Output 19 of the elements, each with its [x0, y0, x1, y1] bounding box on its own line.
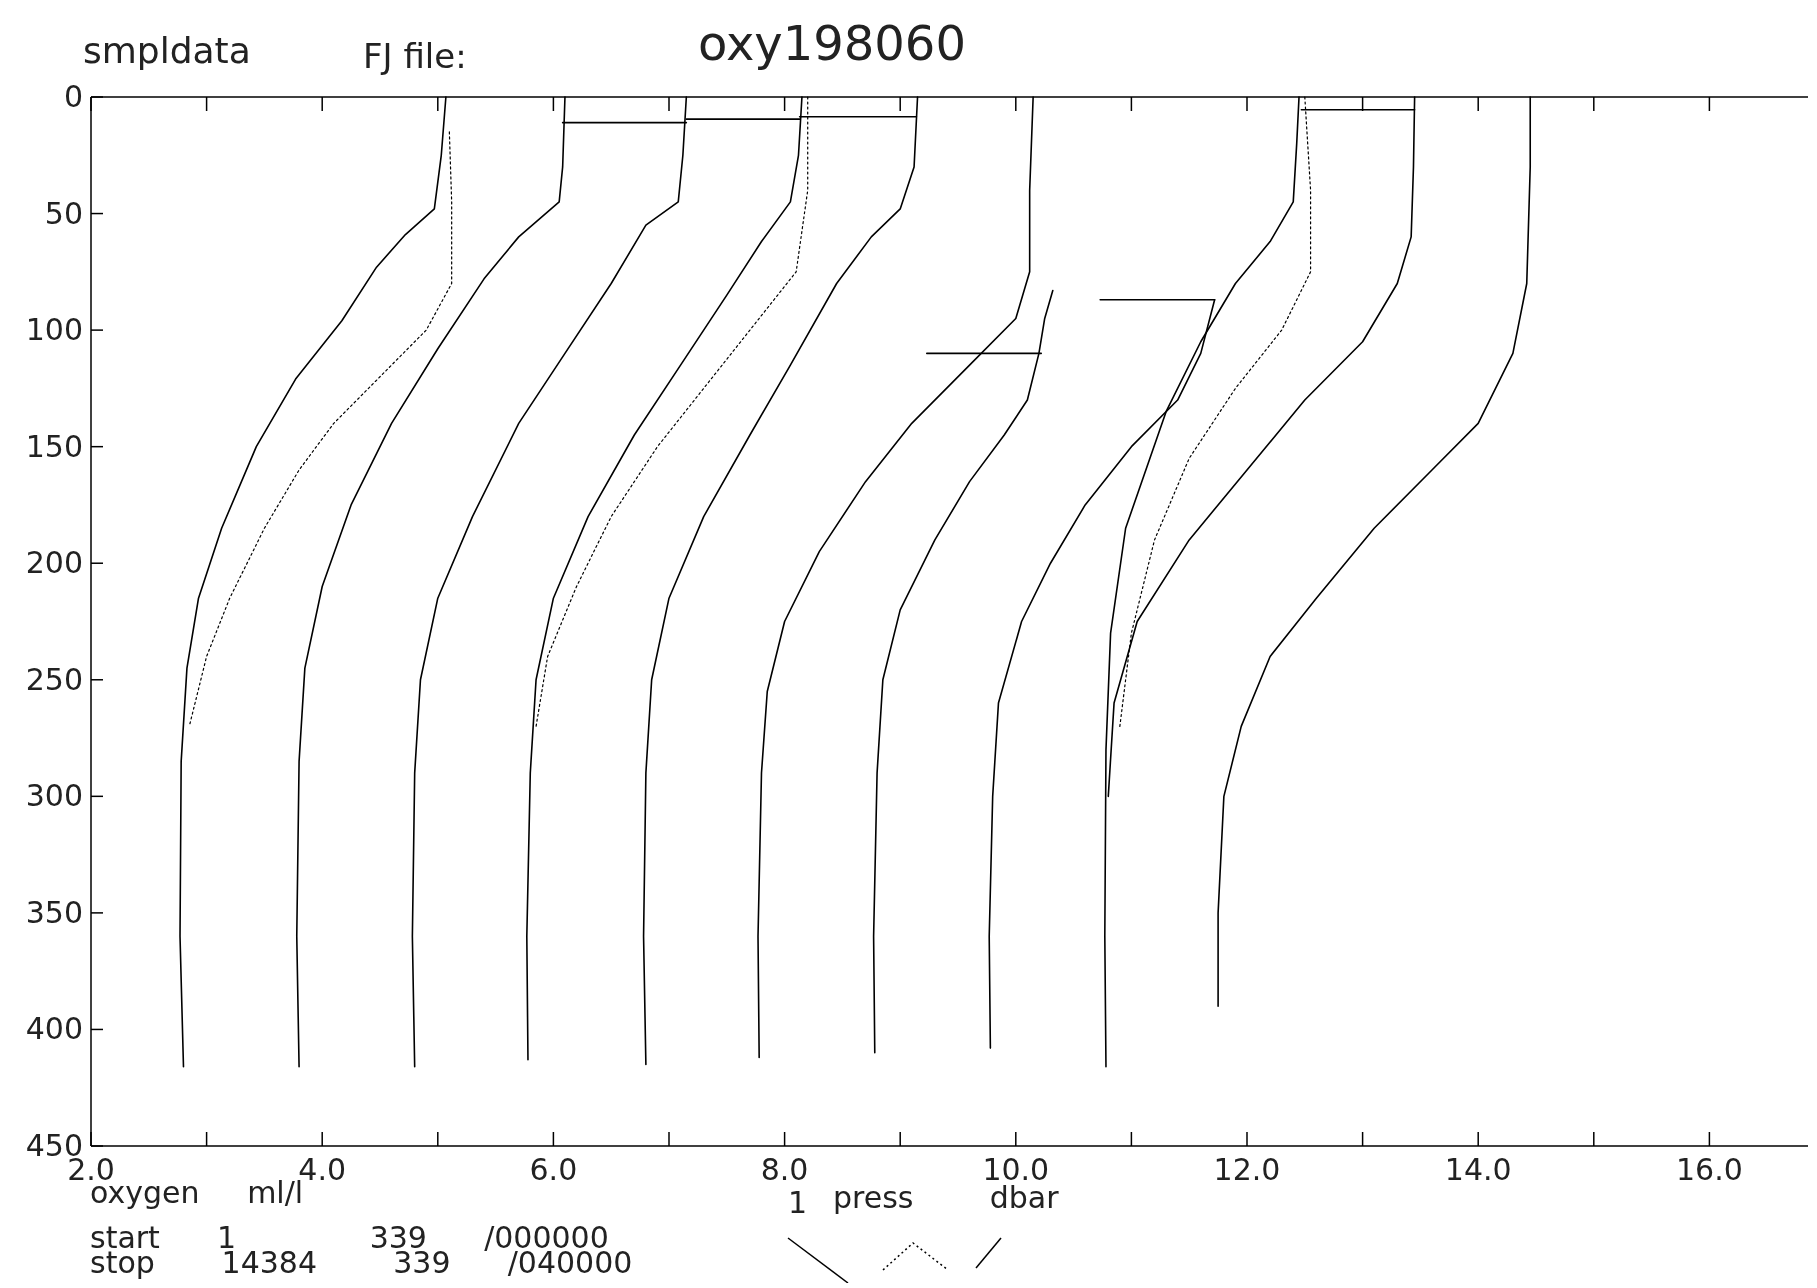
y-tick-label: 100: [25, 312, 83, 348]
x-tick-label: 12.0: [1213, 1152, 1281, 1187]
text: 1: [788, 1185, 808, 1220]
text: press dbar: [833, 1180, 1060, 1215]
y-tick-label: 150: [25, 428, 83, 464]
x-tick-label: 16.0: [1676, 1152, 1743, 1187]
y-tick-label: 350: [25, 894, 83, 930]
x-tick-label: 6.0: [529, 1152, 578, 1187]
y-tick-label: 50: [44, 195, 83, 231]
y-tick-label: 200: [25, 545, 83, 581]
y-tick-label: 300: [25, 778, 83, 814]
text: FJ file:: [363, 36, 467, 76]
x-tick-label: 8.0: [760, 1152, 809, 1187]
chart-title: oxy198060: [698, 15, 966, 71]
y-tick-label: 0: [63, 79, 83, 114]
y-tick-label: 400: [25, 1011, 83, 1047]
y-tick-label: 250: [25, 661, 83, 697]
text: smpldata: [83, 30, 251, 71]
x-tick-label: 14.0: [1444, 1152, 1512, 1187]
